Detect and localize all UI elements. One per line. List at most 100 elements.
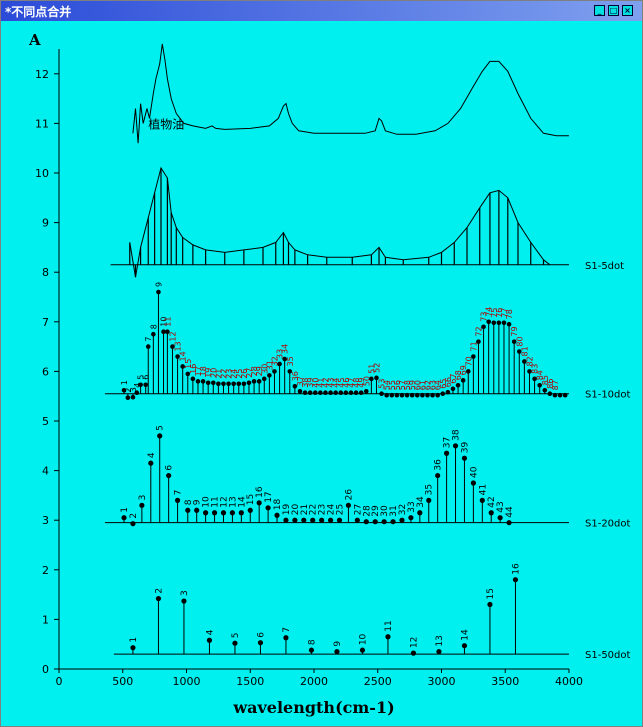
series-point xyxy=(302,390,308,396)
point-label: 1 xyxy=(120,507,130,513)
series-point xyxy=(220,510,227,516)
series-point xyxy=(323,390,328,396)
series-group: S1-5dot xyxy=(110,166,624,278)
y-tick-label: 7 xyxy=(42,316,49,329)
point-label: 43 xyxy=(327,378,336,388)
y-tick-label: 0 xyxy=(42,663,49,676)
series-point xyxy=(527,369,532,374)
point-label: 4 xyxy=(147,452,157,458)
point-label: 27 xyxy=(353,504,363,515)
x-tick-label: 0 xyxy=(56,675,63,688)
series-point xyxy=(369,376,374,382)
point-label: 2 xyxy=(124,388,133,393)
minimize-button[interactable]: _ xyxy=(594,5,605,16)
x-tick-label: 1000 xyxy=(173,675,201,688)
point-label: 61 xyxy=(418,380,427,390)
point-label: 11 xyxy=(163,317,172,327)
series-point xyxy=(155,595,162,602)
point-label: 85 xyxy=(541,375,550,385)
series-point xyxy=(461,455,468,461)
series-point xyxy=(236,381,242,387)
point-label: 8 xyxy=(184,499,194,505)
point-label: 21 xyxy=(214,369,223,379)
x-tick-label: 2000 xyxy=(300,675,328,688)
point-label: 46 xyxy=(342,378,351,388)
series-point xyxy=(130,645,136,651)
point-label: 28 xyxy=(362,505,372,517)
series-point xyxy=(174,497,181,503)
point-label: 33 xyxy=(276,349,285,359)
series-point xyxy=(272,369,277,374)
series-point xyxy=(334,649,340,655)
point-label: 1 xyxy=(129,637,139,643)
series-point xyxy=(417,510,423,516)
y-tick-label: 4 xyxy=(42,465,49,478)
point-label: 12 xyxy=(168,331,177,341)
point-label: 15 xyxy=(184,359,193,369)
point-label: 7 xyxy=(282,627,292,633)
series-point xyxy=(156,289,161,295)
y-tick-label: 10 xyxy=(35,167,49,180)
series-point xyxy=(265,505,271,511)
series-point xyxy=(384,392,389,398)
point-label: 26 xyxy=(344,489,354,501)
series-point xyxy=(327,517,334,523)
point-label: 3 xyxy=(180,590,190,596)
series-point xyxy=(181,598,187,604)
series-point xyxy=(487,601,493,608)
series-point xyxy=(241,381,247,387)
point-label: 76 xyxy=(495,308,504,318)
point-label: 41 xyxy=(316,378,325,388)
point-label: 36 xyxy=(434,459,444,471)
series-point xyxy=(130,521,136,527)
series-point xyxy=(481,324,486,330)
point-label: 24 xyxy=(230,369,239,379)
point-label: 37 xyxy=(296,376,305,386)
series-point xyxy=(210,380,216,386)
point-label: 38 xyxy=(301,378,310,388)
point-label: 65 xyxy=(439,379,448,389)
point-label: 9 xyxy=(154,282,163,287)
series-point xyxy=(470,480,476,486)
point-label: 10 xyxy=(358,633,368,645)
series-point xyxy=(297,388,303,394)
series-point xyxy=(426,497,432,503)
series-point xyxy=(261,376,267,382)
series-point xyxy=(359,647,366,653)
point-label: 40 xyxy=(469,466,479,478)
x-tick-label: 2500 xyxy=(364,675,392,688)
series-point xyxy=(450,386,456,392)
point-label: 44 xyxy=(505,506,515,518)
series-point xyxy=(161,329,166,335)
point-label: 81 xyxy=(520,346,529,356)
point-label: 16 xyxy=(189,364,198,374)
point-label: 27 xyxy=(245,368,254,378)
series-point xyxy=(436,649,442,655)
series-point xyxy=(557,392,563,398)
maximize-button[interactable]: □ xyxy=(608,5,619,16)
point-label: 3 xyxy=(129,387,138,392)
y-tick-label: 5 xyxy=(42,415,49,428)
point-label: 5 xyxy=(137,375,146,380)
series-point xyxy=(328,390,333,396)
point-label: 9 xyxy=(193,499,203,505)
series-point xyxy=(125,395,131,400)
point-label: 73 xyxy=(480,312,489,322)
close-button[interactable]: × xyxy=(622,5,633,16)
point-label: 8 xyxy=(149,324,158,329)
point-label: 42 xyxy=(321,378,330,388)
x-tick-label: 4000 xyxy=(555,675,583,688)
point-label: 17 xyxy=(264,491,274,502)
point-label: 75 xyxy=(490,308,499,318)
series-group: 1234567891011121314151617181920212223242… xyxy=(104,425,631,530)
series-point xyxy=(476,339,481,344)
series-point xyxy=(460,378,466,383)
point-label: 23 xyxy=(225,369,234,379)
point-label: 84 xyxy=(536,370,545,380)
point-label: 29 xyxy=(371,505,381,517)
series-point xyxy=(139,502,145,508)
series-point xyxy=(257,640,264,646)
series-point xyxy=(190,376,196,382)
series-point xyxy=(542,387,548,393)
